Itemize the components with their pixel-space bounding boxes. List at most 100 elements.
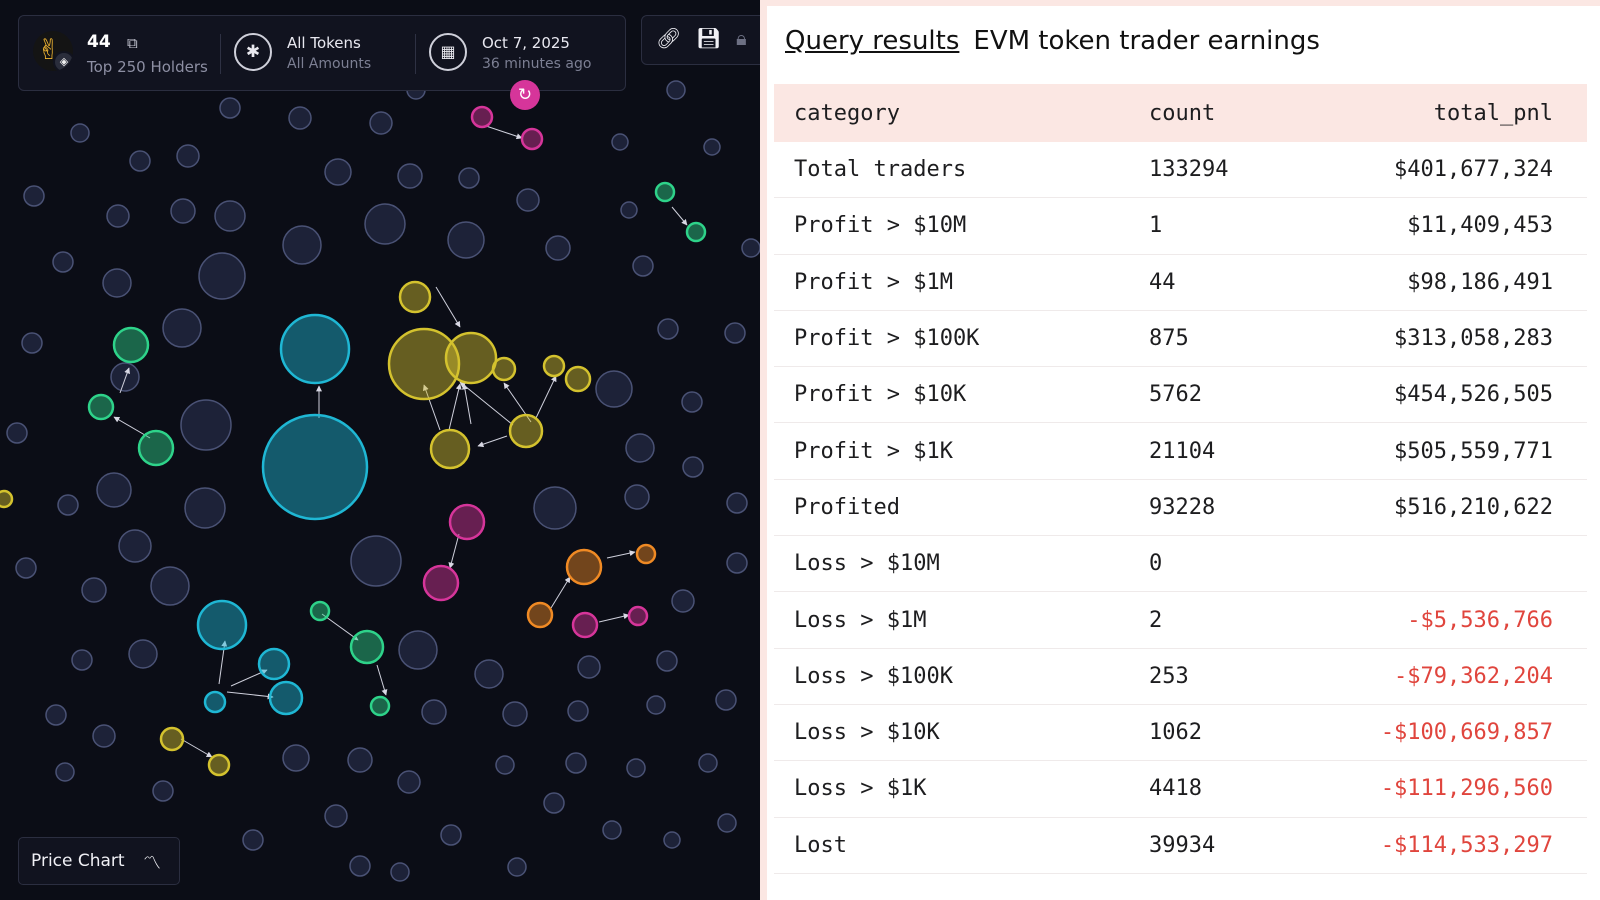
holder-bubble[interactable] (162, 308, 202, 348)
asterisk-icon[interactable]: ✱ (234, 33, 272, 71)
holder-bubble[interactable] (726, 552, 748, 574)
cluster-bubble[interactable] (87, 393, 115, 421)
cluster-bubble[interactable] (685, 221, 707, 243)
holder-bubble[interactable] (516, 188, 540, 212)
holder-bubble[interactable] (369, 111, 393, 135)
holder-bubble[interactable] (398, 630, 438, 670)
save-icon[interactable]: 💾︎ (696, 26, 722, 50)
holder-bubble[interactable] (421, 699, 447, 725)
cluster-bubble[interactable] (422, 564, 460, 602)
holder-bubble[interactable] (646, 695, 666, 715)
holder-bubble[interactable] (364, 203, 406, 245)
cluster-bubble[interactable] (429, 428, 471, 470)
calendar-icon[interactable]: ▦ (429, 33, 467, 71)
holder-bubble[interactable] (533, 486, 577, 530)
holder-bubble[interactable] (214, 200, 246, 232)
holder-bubble[interactable] (632, 255, 654, 277)
holder-bubble[interactable] (624, 484, 650, 510)
holder-bubble[interactable] (397, 163, 423, 189)
holder-bubble[interactable] (23, 185, 45, 207)
holder-bubble[interactable] (282, 225, 322, 265)
holder-bubble[interactable] (110, 362, 140, 392)
holder-bubble[interactable] (502, 701, 528, 727)
holder-bubble[interactable] (118, 529, 152, 563)
column-header[interactable]: category (774, 84, 1129, 142)
holder-bubble[interactable] (219, 97, 241, 119)
refresh-button[interactable]: ↻ (510, 80, 540, 110)
holder-bubble[interactable] (663, 831, 681, 849)
holder-bubble[interactable] (682, 456, 704, 478)
holder-bubble[interactable] (611, 133, 629, 151)
cluster-bubble[interactable] (444, 331, 498, 385)
holder-bubble[interactable] (447, 221, 485, 259)
holder-bubble[interactable] (724, 322, 746, 344)
holder-bubble[interactable] (6, 422, 28, 444)
holder-bubble[interactable] (626, 758, 646, 778)
cluster-bubble[interactable] (257, 647, 291, 681)
holder-bubble[interactable] (184, 487, 226, 529)
holder-bubble[interactable] (440, 824, 462, 846)
cluster-bubble[interactable] (279, 313, 351, 385)
holder-bubble[interactable] (567, 700, 589, 722)
holder-bubble[interactable] (390, 862, 410, 882)
holder-bubble[interactable] (55, 762, 75, 782)
holder-bubble[interactable] (288, 106, 312, 130)
holder-bubble[interactable] (543, 792, 565, 814)
holder-bubble[interactable] (324, 804, 348, 828)
holder-bubble[interactable] (703, 138, 721, 156)
holder-bubble[interactable] (150, 566, 190, 606)
cluster-bubble[interactable] (627, 605, 649, 627)
cluster-bubble[interactable] (526, 601, 554, 629)
cluster-bubble[interactable] (268, 680, 304, 716)
holder-bubble[interactable] (92, 724, 116, 748)
holder-bubble[interactable] (324, 158, 352, 186)
cluster-bubble[interactable] (654, 181, 676, 203)
holder-bubble[interactable] (545, 235, 571, 261)
holder-bubble[interactable] (152, 780, 174, 802)
holder-bubble[interactable] (474, 659, 504, 689)
cluster-bubble[interactable] (635, 543, 657, 565)
tokens-filter-title[interactable]: All Tokens (287, 34, 361, 52)
holder-bubble[interactable] (70, 123, 90, 143)
copy-icon[interactable]: ⧉ (127, 34, 138, 52)
holder-bubble[interactable] (242, 829, 264, 851)
holder-bubble[interactable] (595, 370, 633, 408)
cluster-bubble[interactable] (542, 354, 566, 378)
cluster-bubble[interactable] (520, 127, 544, 151)
holder-bubble[interactable] (106, 204, 130, 228)
holder-bubble[interactable] (698, 753, 718, 773)
cluster-bubble[interactable] (112, 326, 150, 364)
holder-bubble[interactable] (656, 650, 678, 672)
holder-bubble[interactable] (45, 704, 67, 726)
cluster-bubble[interactable] (137, 429, 175, 467)
column-header[interactable]: total_pnl (1339, 84, 1587, 142)
holder-bubble[interactable] (102, 268, 132, 298)
holder-bubble[interactable] (458, 167, 480, 189)
cluster-bubble[interactable] (159, 726, 185, 752)
holder-bubble[interactable] (397, 770, 421, 794)
holder-bubble[interactable] (128, 639, 158, 669)
lock-icon[interactable]: 🔒︎ (736, 26, 747, 50)
holder-bubble[interactable] (350, 535, 402, 587)
holder-bubble[interactable] (625, 433, 655, 463)
query-results-link[interactable]: Query results (785, 26, 960, 56)
holder-bubble[interactable] (726, 492, 748, 514)
holder-bubble[interactable] (198, 252, 246, 300)
cluster-bubble[interactable] (369, 695, 391, 717)
cluster-bubble[interactable] (196, 599, 248, 651)
holder-bubble[interactable] (507, 857, 527, 877)
bubble-map[interactable] (0, 0, 760, 900)
cluster-bubble[interactable] (470, 105, 494, 129)
holder-bubble[interactable] (657, 318, 679, 340)
date-title[interactable]: Oct 7, 2025 (482, 34, 570, 52)
column-header[interactable]: count (1129, 84, 1339, 142)
holder-bubble[interactable] (21, 332, 43, 354)
holder-bubble[interactable] (52, 251, 74, 273)
holder-bubble[interactable] (741, 238, 760, 258)
holder-bubble[interactable] (15, 557, 37, 579)
cluster-bubble[interactable] (309, 600, 331, 622)
cluster-bubble[interactable] (387, 327, 461, 401)
holder-bubble[interactable] (347, 747, 373, 773)
holder-bubble[interactable] (717, 813, 737, 833)
cluster-bubble[interactable] (349, 629, 385, 665)
